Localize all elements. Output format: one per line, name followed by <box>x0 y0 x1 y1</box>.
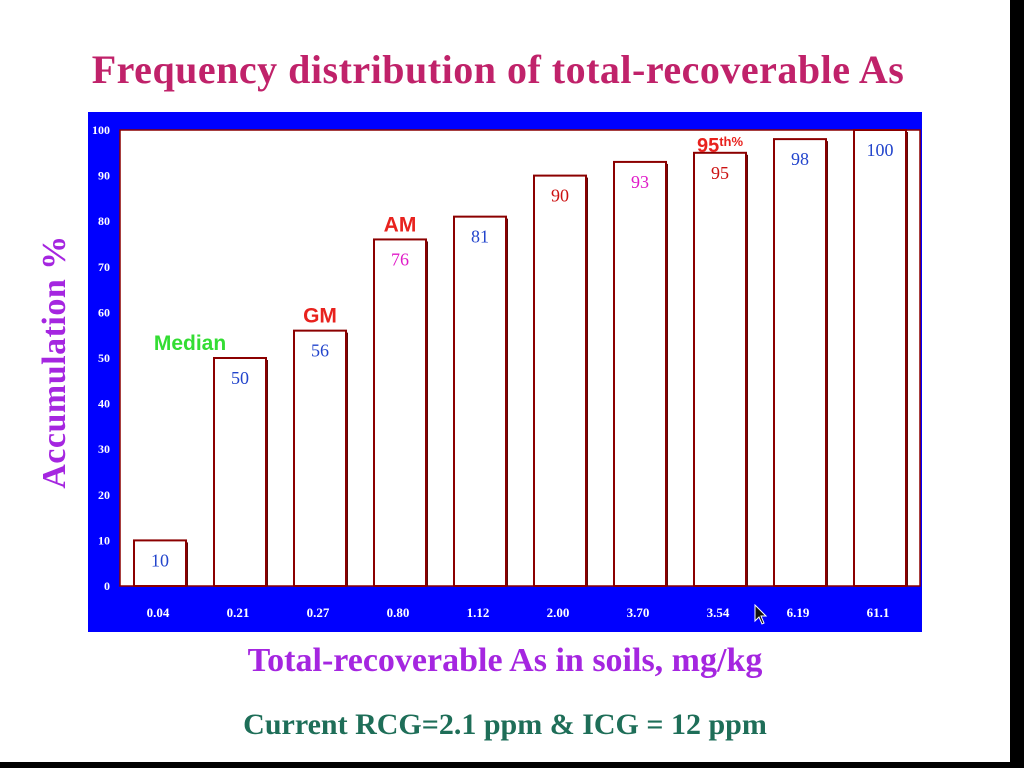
y-tick-label: 100 <box>92 123 110 137</box>
y-tick-label: 20 <box>98 488 110 502</box>
bar <box>373 238 427 587</box>
annotation-superscript: th% <box>719 134 743 149</box>
bar <box>453 215 507 587</box>
screen-edge-bottom <box>0 762 1024 768</box>
chart-title: Frequency distribution of total-recovera… <box>91 47 905 92</box>
x-tick-label: 0.27 <box>307 605 330 620</box>
bar <box>693 151 747 588</box>
bar-value-label: 50 <box>231 368 249 388</box>
x-tick-label: 1.12 <box>467 605 490 620</box>
bar <box>533 174 587 587</box>
mouse-cursor-icon <box>754 604 768 625</box>
bar-value-label: 100 <box>867 140 894 160</box>
y-tick-label: 10 <box>98 533 110 547</box>
y-tick-label: 90 <box>98 169 110 183</box>
bar-value-label: 81 <box>471 227 489 247</box>
bar-value-label: 76 <box>391 249 409 269</box>
bar <box>773 138 827 587</box>
footer-note: Current RCG=2.1 ppm & ICG = 12 ppm <box>243 708 767 741</box>
x-tick-label: 0.21 <box>227 605 250 620</box>
x-axis-label: Total-recoverable As in soils, mg/kg <box>247 642 763 679</box>
annotation-label: AM <box>384 213 417 236</box>
bar <box>133 539 187 588</box>
bar <box>613 160 667 587</box>
bar <box>213 357 267 587</box>
bar-value-label: 10 <box>151 550 169 570</box>
x-tick-label: 0.80 <box>387 605 410 620</box>
y-tick-label: 30 <box>98 442 110 456</box>
y-tick-label: 80 <box>98 214 110 228</box>
y-tick-label: 70 <box>98 260 110 274</box>
screen-edge-right <box>1010 0 1024 768</box>
bar-value-label: 95 <box>711 163 729 183</box>
bar-value-label: 98 <box>791 149 809 169</box>
x-tick-label: 61.1 <box>867 605 890 620</box>
x-tick-label: 2.00 <box>547 605 570 620</box>
x-tick-label: 3.70 <box>627 605 650 620</box>
x-tick-label: 3.54 <box>707 605 730 620</box>
x-tick-label: 0.04 <box>147 605 170 620</box>
y-tick-label: 50 <box>98 351 110 365</box>
annotation-label: Median <box>154 332 226 355</box>
bar <box>853 129 907 587</box>
bar <box>293 329 347 588</box>
bar-value-label: 90 <box>551 186 569 206</box>
x-tick-label: 6.19 <box>787 605 810 620</box>
y-tick-label: 40 <box>98 397 110 411</box>
y-axis-label: Accumulation % <box>36 235 73 489</box>
bar-value-label: 56 <box>311 341 329 361</box>
bar-value-label: 93 <box>631 172 649 192</box>
annotation-label: GM <box>303 305 337 328</box>
y-tick-label: 60 <box>98 305 110 319</box>
y-tick-label: 0 <box>104 579 110 593</box>
